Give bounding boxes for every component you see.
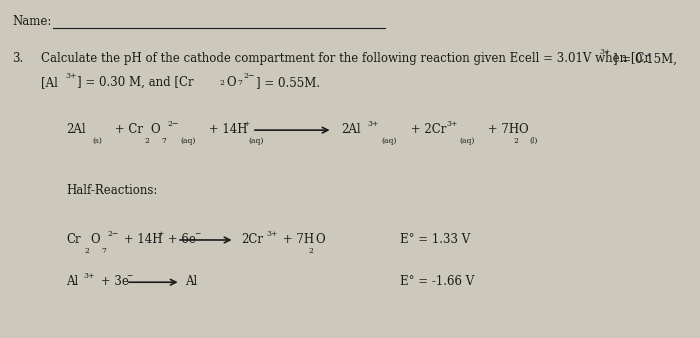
Text: (s): (s) (92, 137, 102, 145)
Text: + 14H: + 14H (205, 123, 248, 136)
Text: 3+: 3+ (368, 120, 379, 128)
Text: (aq): (aq) (180, 137, 195, 145)
Text: O: O (90, 233, 100, 246)
Text: O: O (315, 233, 325, 246)
Text: 2: 2 (145, 137, 150, 145)
Text: 7: 7 (102, 247, 106, 255)
Text: + 14H: + 14H (120, 233, 163, 246)
Text: 2Al: 2Al (66, 123, 86, 136)
Text: [Al: [Al (41, 76, 57, 89)
Text: 3+: 3+ (267, 230, 278, 238)
Text: 3.: 3. (13, 52, 24, 65)
Text: (l): (l) (529, 137, 538, 145)
Text: + 7H: + 7H (484, 123, 519, 136)
Text: 2Cr: 2Cr (241, 233, 262, 246)
Text: 2−: 2− (107, 230, 118, 238)
Text: Al: Al (66, 275, 78, 288)
Text: 2: 2 (85, 247, 90, 255)
Text: E° = -1.66 V: E° = -1.66 V (400, 275, 475, 288)
Text: 3+: 3+ (65, 72, 76, 80)
Text: E° = 1.33 V: E° = 1.33 V (400, 233, 470, 246)
Text: 3+: 3+ (447, 120, 458, 128)
Text: −: − (126, 272, 132, 280)
Text: 2−: 2− (167, 120, 178, 128)
Text: (aq): (aq) (382, 137, 397, 145)
Text: + 3e: + 3e (97, 275, 130, 288)
Text: +: + (244, 120, 250, 128)
Text: + 7H: + 7H (279, 233, 314, 246)
Text: 3+: 3+ (599, 48, 610, 56)
Text: ] = 0.30 M, and [Cr: ] = 0.30 M, and [Cr (77, 76, 194, 89)
Text: Name:: Name: (13, 15, 52, 28)
Text: −: − (195, 230, 201, 238)
Text: ] = 0.15M,: ] = 0.15M, (613, 52, 677, 65)
Text: 2: 2 (513, 137, 518, 145)
Text: 2−: 2− (244, 72, 255, 80)
Text: 2Al: 2Al (342, 123, 361, 136)
Text: (aq): (aq) (248, 137, 264, 145)
Text: 3+: 3+ (83, 272, 94, 280)
Text: ] = 0.55M.: ] = 0.55M. (256, 76, 321, 89)
Text: Al: Al (185, 275, 197, 288)
Text: O: O (150, 123, 160, 136)
Text: O: O (226, 76, 236, 89)
Text: 2: 2 (309, 247, 314, 255)
Text: 7: 7 (162, 137, 167, 145)
Text: + 6e: + 6e (164, 233, 197, 246)
Text: + 2Cr: + 2Cr (407, 123, 446, 136)
Text: O: O (519, 123, 528, 136)
Text: 2: 2 (219, 79, 224, 87)
Text: 7: 7 (237, 79, 242, 87)
Text: +: + (158, 230, 164, 238)
Text: + Cr: + Cr (111, 123, 143, 136)
Text: Cr: Cr (66, 233, 81, 246)
Text: Calculate the pH of the cathode compartment for the following reaction given Ece: Calculate the pH of the cathode compartm… (41, 52, 650, 65)
Text: (aq): (aq) (459, 137, 475, 145)
Text: Half-Reactions:: Half-Reactions: (66, 184, 158, 197)
